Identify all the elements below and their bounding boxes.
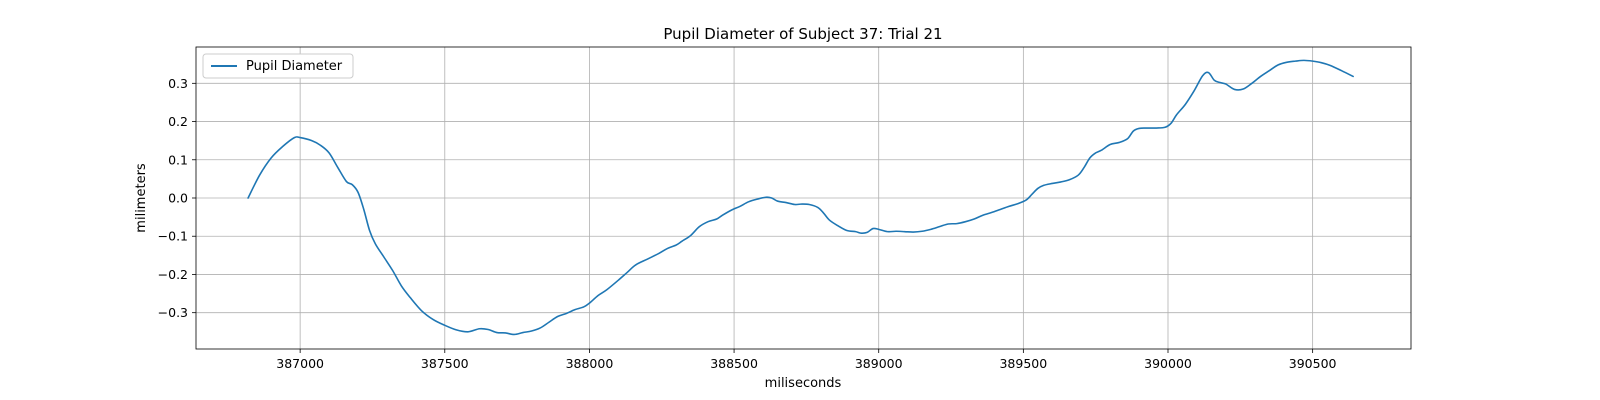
series-line-pupil-diameter xyxy=(247,59,1354,336)
chart-title: Pupil Diameter of Subject 37: Trial 21 xyxy=(663,25,942,43)
legend: Pupil Diameter xyxy=(202,53,354,79)
series-group xyxy=(247,59,1354,336)
y-axis-label: milimeters xyxy=(134,163,149,233)
x-tick-label: 389500 xyxy=(999,356,1047,371)
x-tick-label: 388500 xyxy=(710,356,758,371)
y-tick-label: 0.1 xyxy=(168,152,188,167)
legend-box xyxy=(202,53,354,79)
x-tick-label: 388000 xyxy=(566,356,614,371)
legend-label: Pupil Diameter xyxy=(246,59,343,74)
y-tick-label: −0.1 xyxy=(158,229,188,244)
y-tick-label: 0.0 xyxy=(168,191,188,206)
y-tick-label: 0.3 xyxy=(168,76,188,91)
y-axis-ticks: −0.3 −0.2 −0.1 0.0 0.1 0.2 0.3 xyxy=(158,76,196,320)
y-tick-label: −0.3 xyxy=(158,305,188,320)
x-tick-label: 389000 xyxy=(855,356,903,371)
x-axis-label: miliseconds xyxy=(765,376,842,391)
grid-lines xyxy=(196,47,1411,349)
x-tick-label: 390500 xyxy=(1289,356,1337,371)
x-tick-label: 387500 xyxy=(421,356,469,371)
y-tick-label: −0.2 xyxy=(158,267,188,282)
y-tick-label: 0.2 xyxy=(168,114,188,129)
x-axis-ticks: 387000 387500 388000 388500 389000 389500 3900… xyxy=(276,349,1337,371)
x-tick-label: 390000 xyxy=(1144,356,1192,371)
x-tick-label: 387000 xyxy=(276,356,324,371)
